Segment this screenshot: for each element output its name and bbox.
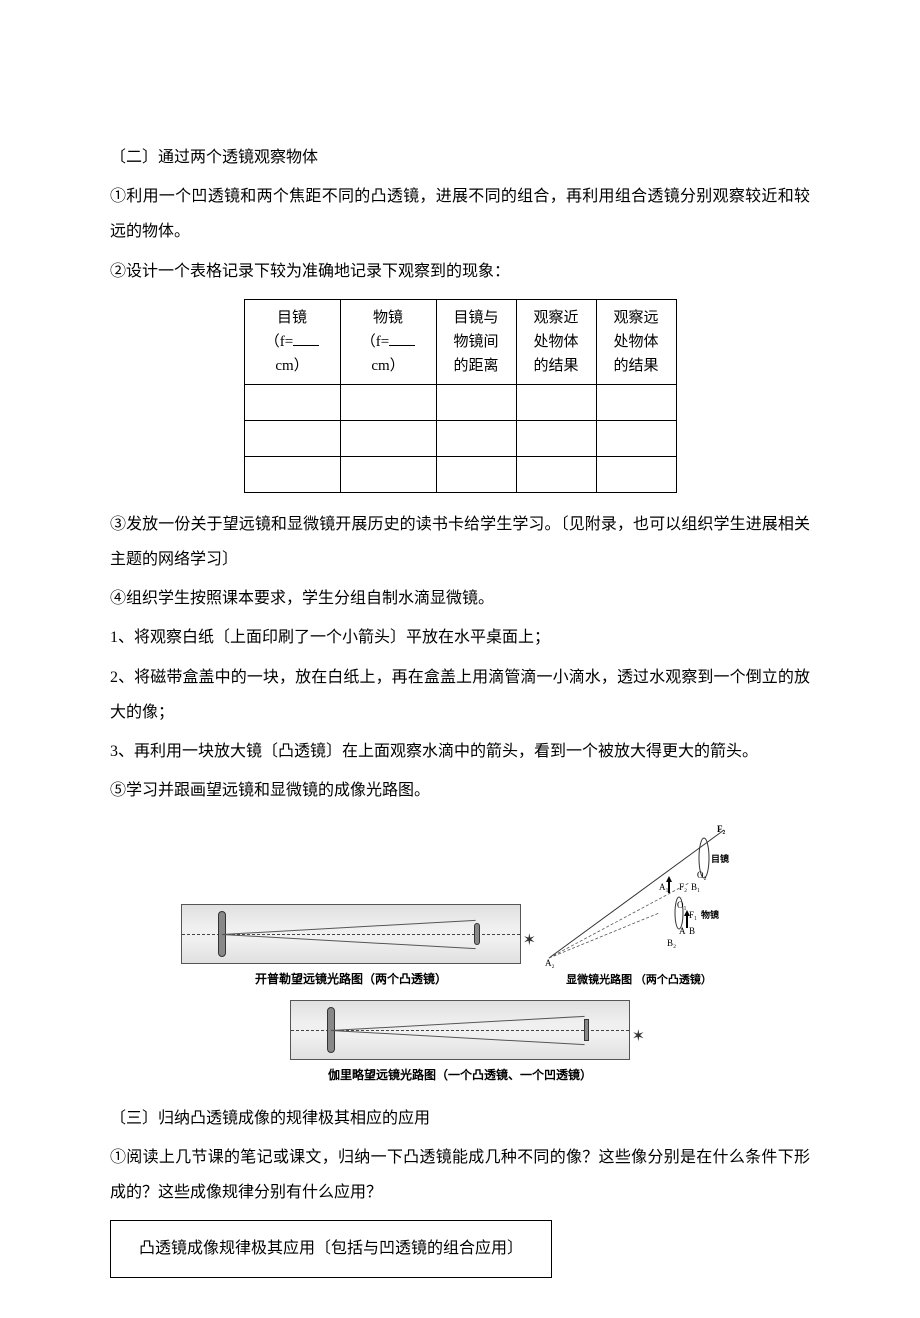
th-text: 目镜 — [277, 310, 307, 326]
eye-icon: ✶ — [523, 923, 536, 958]
label-a: A — [679, 926, 686, 936]
section3-p1: ①阅读上几节课的笔记或课文，归纳一下凸透镜能成几种不同的像？这些像分别是在什么条… — [110, 1140, 810, 1210]
summary-box-text: 凸透镜成像规律极其应用〔包括与凹透镜的组合应用〕 — [111, 1221, 552, 1277]
label-b: B — [689, 926, 695, 936]
col-near-result: 观察近处物体的结果 — [516, 299, 596, 384]
col-distance: 目镜与物镜间的距离 — [436, 299, 516, 384]
galileo-box: ✶ — [290, 1000, 630, 1060]
step-3: 3、再利用一块放大镜〔凸透镜〕在上面观察水滴中的箭头，看到一个被放大得更大的箭头… — [110, 734, 810, 769]
kepler-caption: 开普勒望远镜光路图（两个凸透镜） — [181, 966, 521, 992]
label-a2: A₂ — [545, 958, 555, 968]
fill-blank — [293, 345, 319, 346]
microscope-diagram: F₂ 目镜 O₂ A₁ F₂ B₁ O₁ F₁ 物镜 B A A₂ B₂ — [539, 818, 739, 968]
col-objective: 物镜 （f=cm） — [340, 299, 436, 384]
figure-top-row: ✶ 开普勒望远镜光路图（两个凸透镜） F₂ 目镜 O₂ — [160, 818, 760, 992]
galileo-eyepiece-lens — [584, 1019, 589, 1041]
table-row — [244, 456, 676, 492]
label-a1: A₁ — [659, 882, 669, 892]
label-f2b: F₂ — [679, 882, 687, 892]
section2-p5: ⑤学习并跟画望远镜和显微镜的成像光路图。 — [110, 773, 810, 808]
label-b1: B₁ — [691, 882, 700, 892]
label-objective: 物镜 — [701, 909, 719, 920]
label-o1: O₁ — [677, 900, 687, 910]
table-row — [244, 420, 676, 456]
label-f2: F₂ — [717, 824, 725, 834]
galileo-telescope-diagram: ✶ 伽里略望远镜光路图（一个凸透镜、一个凹透镜） — [160, 1000, 760, 1088]
section3-heading: 〔三〕归纳凸透镜成像的规律极其相应的应用 — [110, 1101, 810, 1136]
kepler-eyepiece-lens — [474, 923, 480, 945]
kepler-box: ✶ — [181, 904, 521, 964]
label-f1: F₁ — [689, 910, 697, 920]
label-o2: O₂ — [697, 870, 707, 880]
th-sub: （f=cm） — [361, 334, 415, 374]
section2-p3: ③发放一份关于望远镜和显微镜开展历史的读书卡给学生学习。〔见附录，也可以组织学生… — [110, 507, 810, 577]
kepler-telescope-diagram: ✶ 开普勒望远镜光路图（两个凸透镜） — [181, 904, 521, 992]
col-eyepiece: 目镜 （f=cm） — [244, 299, 340, 384]
section2-p2: ②设计一个表格记录下较为准确地记录下观察到的现象： — [110, 254, 810, 289]
optics-figure: ✶ 开普勒望远镜光路图（两个凸透镜） F₂ 目镜 O₂ — [160, 818, 760, 1089]
observation-table: 目镜 （f=cm） 物镜 （f=cm） 目镜与物镜间的距离 观察近处物体的结果 … — [244, 299, 677, 493]
section2-p4: ④组织学生按照课本要求，学生分组自制水滴显微镜。 — [110, 581, 810, 616]
col-far-result: 观察远处物体的结果 — [596, 299, 676, 384]
table-header-row: 目镜 （f=cm） 物镜 （f=cm） 目镜与物镜间的距离 观察近处物体的结果 … — [244, 299, 676, 384]
section2-p1: ①利用一个凹透镜和两个焦距不同的凸透镜，进展不同的组合，再利用组合透镜分别观察较… — [110, 179, 810, 249]
summary-box: 凸透镜成像规律极其应用〔包括与凹透镜的组合应用〕 — [110, 1220, 552, 1277]
th-text: 物镜 — [373, 310, 403, 326]
microscope-diagram-wrap: F₂ 目镜 O₂ A₁ F₂ B₁ O₁ F₁ 物镜 B A A₂ B₂ 显微镜… — [539, 818, 739, 992]
label-b2: B₂ — [667, 938, 676, 948]
table-row — [244, 384, 676, 420]
label-eyepiece: 目镜 — [711, 853, 729, 864]
galileo-caption: 伽里略望远镜光路图（一个凸透镜、一个凹透镜） — [160, 1062, 760, 1088]
step-1: 1、将观察白纸〔上面印刷了一个小箭头〕平放在水平桌面上； — [110, 620, 810, 655]
microscope-caption: 显微镜光路图 （两个凸透镜） — [539, 968, 739, 992]
eye-icon: ✶ — [632, 1019, 645, 1054]
step-2: 2、将磁带盒盖中的一块，放在白纸上，再在盒盖上用滴管滴一小滴水，透过水观察到一个… — [110, 660, 810, 730]
section2-heading: 〔二〕通过两个透镜观察物体 — [110, 140, 810, 175]
th-sub: （f=cm） — [265, 334, 319, 374]
fill-blank — [389, 345, 415, 346]
